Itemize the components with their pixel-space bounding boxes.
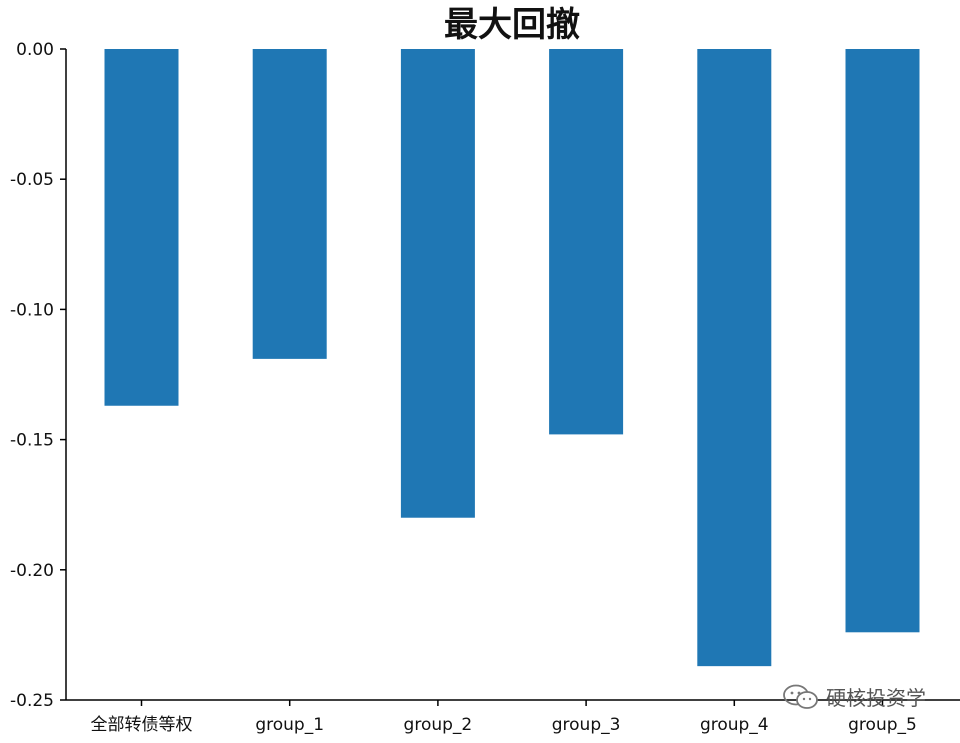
watermark: 硬核投资学 xyxy=(782,682,926,711)
x-tick-label: group_4 xyxy=(700,715,769,735)
chart-title: 最大回撤 xyxy=(444,5,580,45)
x-tick-label: group_1 xyxy=(255,715,324,735)
bar-3 xyxy=(549,49,624,435)
bar-4 xyxy=(697,49,772,667)
y-axis-ticks: 0.00 -0.05 -0.10 -0.15 -0.20 -0.25 xyxy=(10,40,66,711)
y-tick-label: -0.05 xyxy=(10,170,54,190)
bar-0 xyxy=(104,49,179,406)
y-tick-label: -0.25 xyxy=(10,691,54,711)
y-tick-label: -0.20 xyxy=(10,561,54,581)
bar-1 xyxy=(252,49,327,359)
x-tick-label: group_3 xyxy=(552,715,621,735)
plot-area xyxy=(104,49,920,667)
x-axis-ticks: 全部转债等权 group_1 group_2 group_3 group_4 group_… xyxy=(91,700,917,735)
x-tick-label: 全部转债等权 xyxy=(91,715,193,735)
wechat-icon xyxy=(783,684,818,709)
x-tick-label: group_2 xyxy=(404,715,473,735)
bar-5 xyxy=(845,49,920,633)
bar-2 xyxy=(400,49,475,518)
y-tick-label: -0.15 xyxy=(10,431,54,451)
x-tick-label: group_5 xyxy=(848,715,917,735)
y-tick-label: 0.00 xyxy=(16,40,54,60)
y-tick-label: -0.10 xyxy=(10,300,54,320)
watermark-text: 硬核投资学 xyxy=(826,686,926,710)
